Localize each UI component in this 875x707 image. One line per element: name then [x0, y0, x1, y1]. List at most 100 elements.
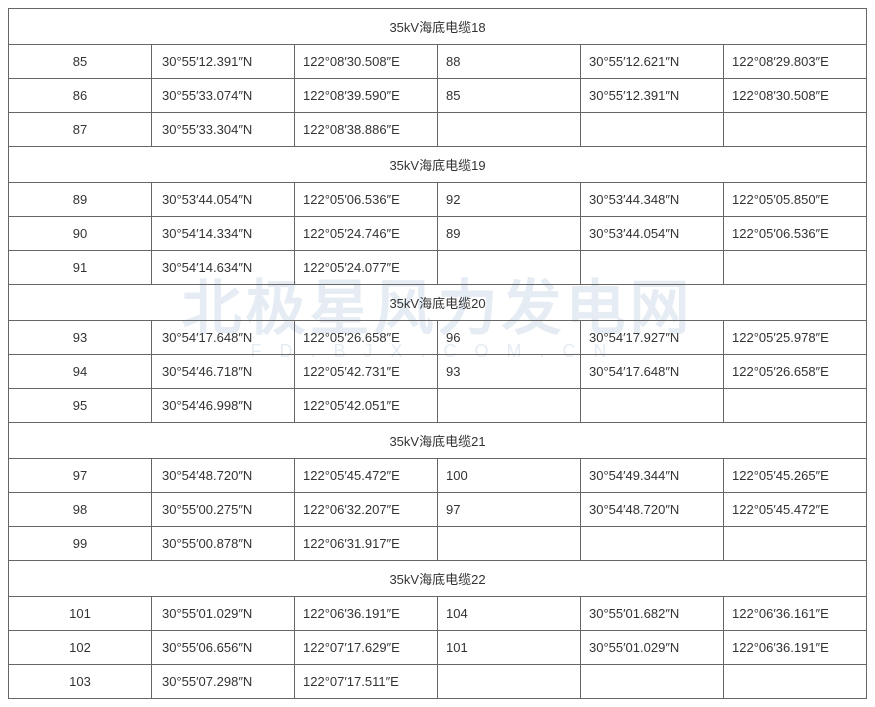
cell-col3: 122°05′26.658″E [295, 321, 438, 355]
cell-col6 [724, 113, 867, 147]
table-row: 8630°55′33.074″N122°08′39.590″E8530°55′1… [9, 79, 867, 113]
cell-col1: 85 [9, 45, 152, 79]
cell-col5: 30°54′17.927″N [581, 321, 724, 355]
cell-col2: 30°54′14.634″N [152, 251, 295, 285]
cell-col1: 102 [9, 631, 152, 665]
cell-col2: 30°55′07.298″N [152, 665, 295, 699]
cell-col5: 30°55′01.029″N [581, 631, 724, 665]
cell-col1: 101 [9, 597, 152, 631]
cell-col1: 98 [9, 493, 152, 527]
table-row: 9430°54′46.718″N122°05′42.731″E9330°54′1… [9, 355, 867, 389]
cell-col5: 30°54′49.344″N [581, 459, 724, 493]
cell-col5 [581, 665, 724, 699]
cell-col4: 96 [438, 321, 581, 355]
section-header: 35kV海底电缆22 [9, 561, 867, 597]
section-header: 35kV海底电缆18 [9, 9, 867, 45]
cell-col4: 88 [438, 45, 581, 79]
cell-col5: 30°54′17.648″N [581, 355, 724, 389]
cell-col6: 122°05′25.978″E [724, 321, 867, 355]
table-row: 8530°55′12.391″N122°08′30.508″E8830°55′1… [9, 45, 867, 79]
cell-col6: 122°05′45.265″E [724, 459, 867, 493]
table-row: 9830°55′00.275″N122°06′32.207″E9730°54′4… [9, 493, 867, 527]
cell-col4: 100 [438, 459, 581, 493]
cell-col3: 122°07′17.629″E [295, 631, 438, 665]
cell-col6: 122°06′36.191″E [724, 631, 867, 665]
cell-col1: 89 [9, 183, 152, 217]
coordinate-table-container: 35kV海底电缆188530°55′12.391″N122°08′30.508″… [8, 8, 867, 699]
cell-col3: 122°07′17.511″E [295, 665, 438, 699]
cell-col4 [438, 251, 581, 285]
cell-col1: 91 [9, 251, 152, 285]
cell-col4 [438, 113, 581, 147]
cell-col3: 122°06′32.207″E [295, 493, 438, 527]
cell-col2: 30°55′33.304″N [152, 113, 295, 147]
table-row: 9330°54′17.648″N122°05′26.658″E9630°54′1… [9, 321, 867, 355]
cell-col6 [724, 665, 867, 699]
cell-col2: 30°53′44.054″N [152, 183, 295, 217]
section-header: 35kV海底电缆19 [9, 147, 867, 183]
cell-col6: 122°05′05.850″E [724, 183, 867, 217]
section-header: 35kV海底电缆20 [9, 285, 867, 321]
cell-col1: 90 [9, 217, 152, 251]
cell-col4 [438, 527, 581, 561]
cell-col2: 30°54′46.718″N [152, 355, 295, 389]
cell-col3: 122°05′06.536″E [295, 183, 438, 217]
cell-col3: 122°06′31.917″E [295, 527, 438, 561]
cell-col6 [724, 251, 867, 285]
section-header: 35kV海底电缆21 [9, 423, 867, 459]
cell-col2: 30°54′17.648″N [152, 321, 295, 355]
table-row: 9730°54′48.720″N122°05′45.472″E10030°54′… [9, 459, 867, 493]
cell-col6: 122°05′26.658″E [724, 355, 867, 389]
cell-col3: 122°08′39.590″E [295, 79, 438, 113]
cell-col3: 122°05′42.731″E [295, 355, 438, 389]
table-row: 9530°54′46.998″N122°05′42.051″E [9, 389, 867, 423]
cell-col5 [581, 389, 724, 423]
cell-col5 [581, 113, 724, 147]
cell-col1: 97 [9, 459, 152, 493]
cell-col2: 30°54′46.998″N [152, 389, 295, 423]
cell-col3: 122°08′30.508″E [295, 45, 438, 79]
cell-col2: 30°54′14.334″N [152, 217, 295, 251]
table-row: 10330°55′07.298″N122°07′17.511″E [9, 665, 867, 699]
coordinate-table: 35kV海底电缆188530°55′12.391″N122°08′30.508″… [8, 8, 867, 699]
cell-col4: 89 [438, 217, 581, 251]
cell-col1: 95 [9, 389, 152, 423]
cell-col2: 30°55′06.656″N [152, 631, 295, 665]
cell-col4: 93 [438, 355, 581, 389]
cell-col6: 122°05′06.536″E [724, 217, 867, 251]
cell-col2: 30°54′48.720″N [152, 459, 295, 493]
cell-col6: 122°08′30.508″E [724, 79, 867, 113]
cell-col1: 86 [9, 79, 152, 113]
cell-col1: 87 [9, 113, 152, 147]
cell-col6 [724, 527, 867, 561]
cell-col5 [581, 527, 724, 561]
cell-col4: 92 [438, 183, 581, 217]
cell-col3: 122°06′36.191″E [295, 597, 438, 631]
cell-col1: 99 [9, 527, 152, 561]
cell-col2: 30°55′33.074″N [152, 79, 295, 113]
table-row: 8730°55′33.304″N122°08′38.886″E [9, 113, 867, 147]
table-row: 9030°54′14.334″N122°05′24.746″E8930°53′4… [9, 217, 867, 251]
cell-col5 [581, 251, 724, 285]
cell-col4: 101 [438, 631, 581, 665]
cell-col5: 30°55′12.391″N [581, 79, 724, 113]
cell-col6 [724, 389, 867, 423]
table-row: 10130°55′01.029″N122°06′36.191″E10430°55… [9, 597, 867, 631]
table-row: 9930°55′00.878″N122°06′31.917″E [9, 527, 867, 561]
cell-col1: 103 [9, 665, 152, 699]
cell-col6: 122°06′36.161″E [724, 597, 867, 631]
cell-col4: 104 [438, 597, 581, 631]
cell-col4: 85 [438, 79, 581, 113]
cell-col2: 30°55′00.878″N [152, 527, 295, 561]
cell-col1: 94 [9, 355, 152, 389]
cell-col5: 30°54′48.720″N [581, 493, 724, 527]
cell-col6: 122°05′45.472″E [724, 493, 867, 527]
cell-col3: 122°08′38.886″E [295, 113, 438, 147]
table-row: 9130°54′14.634″N122°05′24.077″E [9, 251, 867, 285]
cell-col5: 30°53′44.348″N [581, 183, 724, 217]
cell-col3: 122°05′24.746″E [295, 217, 438, 251]
cell-col2: 30°55′00.275″N [152, 493, 295, 527]
cell-col6: 122°08′29.803″E [724, 45, 867, 79]
cell-col5: 30°55′01.682″N [581, 597, 724, 631]
cell-col1: 93 [9, 321, 152, 355]
